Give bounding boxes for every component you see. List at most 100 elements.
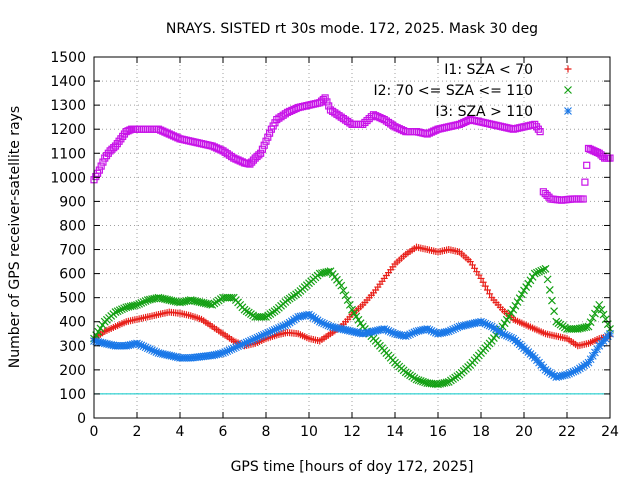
data-point bbox=[137, 341, 146, 350]
y-tick-label: 1300 bbox=[50, 98, 86, 114]
data-point bbox=[343, 296, 352, 304]
data-point bbox=[257, 149, 265, 157]
x-tick-label: 10 bbox=[300, 424, 318, 440]
y-tick-label: 100 bbox=[59, 387, 86, 403]
data-point bbox=[262, 329, 270, 338]
grid bbox=[94, 57, 610, 418]
data-point bbox=[563, 370, 571, 379]
x-tick-label: 22 bbox=[558, 424, 576, 440]
data-point bbox=[281, 321, 290, 329]
data-point bbox=[251, 334, 260, 343]
data-point bbox=[505, 312, 513, 321]
data-point bbox=[247, 336, 255, 345]
x-axis-label: GPS time [hours of doy 172, 2025] bbox=[231, 459, 474, 475]
data-point bbox=[133, 300, 141, 309]
y-tick-label: 800 bbox=[59, 218, 86, 234]
series-3-points bbox=[90, 310, 614, 381]
data-point bbox=[429, 327, 438, 336]
data-point bbox=[227, 345, 236, 354]
data-point bbox=[321, 94, 329, 102]
data-point bbox=[227, 293, 236, 302]
y-tick-label: 600 bbox=[59, 267, 86, 283]
data-point bbox=[584, 322, 593, 331]
data-point bbox=[115, 306, 124, 315]
data-point bbox=[325, 102, 333, 110]
data-point bbox=[591, 309, 599, 318]
data-point bbox=[541, 264, 550, 273]
data-point bbox=[536, 128, 544, 136]
series-4-points bbox=[90, 94, 614, 204]
legend-marker bbox=[564, 65, 572, 73]
y-tick-label: 900 bbox=[59, 194, 86, 210]
data-point bbox=[593, 345, 601, 354]
data-point bbox=[406, 330, 414, 339]
data-point bbox=[486, 290, 494, 298]
data-point bbox=[341, 291, 350, 300]
data-point bbox=[219, 349, 227, 357]
data-point bbox=[447, 326, 455, 335]
x-ticks: 0 2 4 6 8 10 12 14 16 18 20 22 24 bbox=[90, 57, 619, 440]
data-point bbox=[229, 344, 238, 353]
data-point bbox=[266, 327, 275, 336]
data-point bbox=[451, 324, 460, 333]
data-point bbox=[427, 326, 436, 335]
data-point bbox=[270, 326, 279, 334]
series-2-points bbox=[90, 264, 614, 389]
data-point bbox=[242, 338, 251, 347]
data-point bbox=[152, 348, 161, 356]
x-tick-label: 20 bbox=[515, 424, 533, 440]
data-point bbox=[259, 330, 268, 339]
data-point bbox=[139, 298, 148, 306]
data-point bbox=[323, 98, 331, 106]
x-tick-label: 14 bbox=[386, 424, 404, 440]
data-point bbox=[543, 275, 552, 284]
data-point bbox=[265, 129, 274, 137]
data-point bbox=[345, 300, 354, 309]
data-point bbox=[408, 329, 417, 338]
data-point bbox=[275, 324, 283, 332]
data-point bbox=[507, 309, 516, 317]
data-point bbox=[571, 366, 580, 375]
data-point bbox=[477, 274, 485, 282]
data-point bbox=[354, 120, 363, 128]
data-point bbox=[264, 328, 273, 337]
data-point bbox=[449, 325, 457, 334]
data-point bbox=[581, 178, 589, 186]
data-point bbox=[142, 125, 150, 133]
data-point bbox=[591, 348, 599, 357]
data-point bbox=[146, 125, 154, 133]
data-point bbox=[416, 377, 425, 385]
data-point bbox=[483, 320, 492, 329]
data-point bbox=[586, 355, 595, 364]
legend-label: I2: 70 <= SZA <= 110 bbox=[373, 83, 533, 99]
chart-title: NRAYS. SISTED rt 30s mode. 172, 2025. Ma… bbox=[166, 21, 538, 37]
data-point bbox=[550, 307, 559, 316]
data-point bbox=[595, 300, 604, 309]
y-tick-label: 1000 bbox=[50, 170, 86, 186]
data-point bbox=[137, 125, 145, 133]
data-point bbox=[94, 327, 103, 336]
data-point bbox=[414, 376, 423, 385]
data-point bbox=[481, 282, 489, 290]
y-tick-label: 0 bbox=[77, 411, 86, 427]
data-point bbox=[354, 315, 363, 324]
y-tick-label: 500 bbox=[59, 291, 86, 307]
data-point bbox=[143, 344, 152, 353]
data-point bbox=[337, 281, 346, 290]
data-point bbox=[520, 286, 528, 295]
data-point bbox=[532, 268, 541, 277]
data-point bbox=[498, 329, 507, 338]
data-point bbox=[483, 286, 491, 294]
y-tick-label: 1500 bbox=[50, 50, 86, 66]
data-point bbox=[502, 331, 511, 340]
data-point bbox=[565, 369, 574, 378]
x-tick-label: 4 bbox=[176, 424, 185, 440]
data-point bbox=[253, 333, 262, 342]
data-point bbox=[277, 323, 285, 331]
data-point bbox=[569, 367, 578, 376]
data-point bbox=[120, 304, 129, 313]
data-point bbox=[579, 195, 587, 203]
data-point bbox=[234, 342, 242, 351]
data-point bbox=[431, 328, 440, 337]
data-point bbox=[236, 341, 245, 350]
